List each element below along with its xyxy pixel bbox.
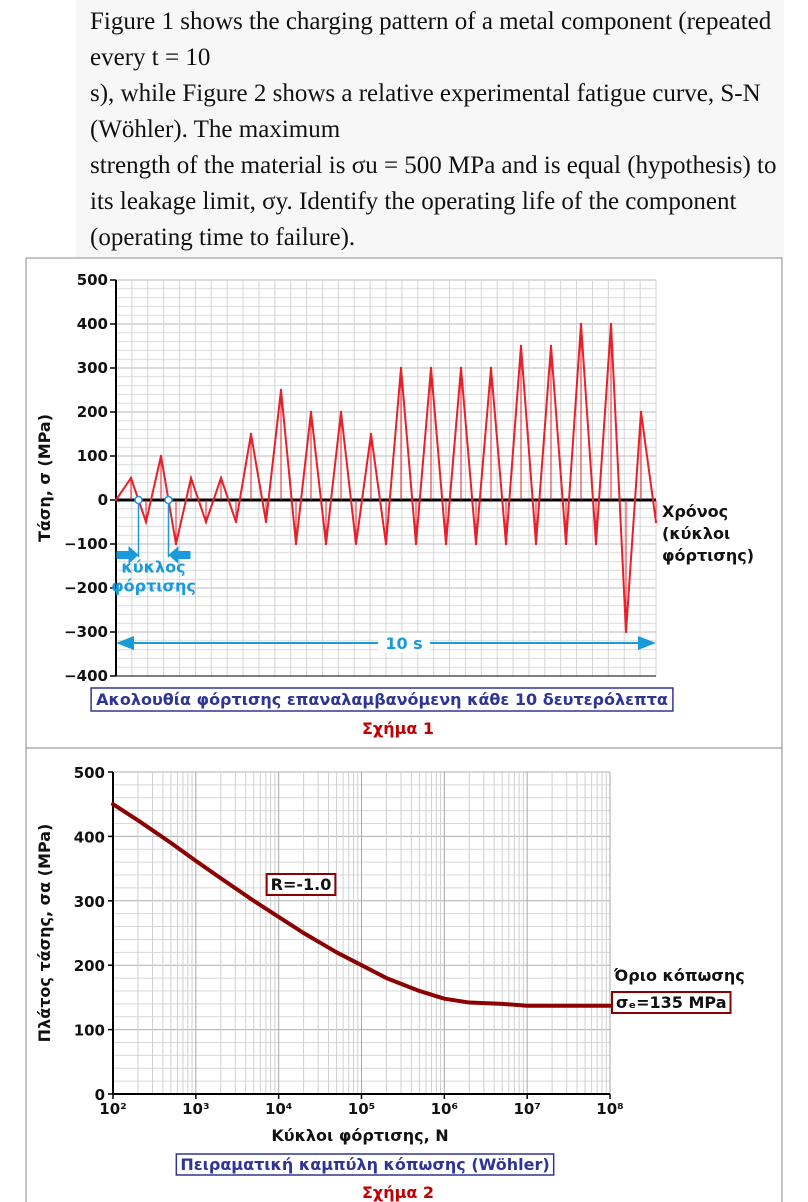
figure-1-signal-point (534, 542, 538, 546)
figure-1-signal-point (384, 542, 388, 546)
figure-1-period-label: 10 s (385, 634, 422, 653)
figure-2-x-tick-label: 10² (99, 1100, 126, 1118)
figure-1-y-axis-label: Τάση, σ (MPa) (35, 414, 54, 542)
figure-1-cycle-arrow-left (168, 546, 191, 564)
figure-1-signal-point (459, 366, 463, 370)
figure-2-x-tick-label: 10⁸ (596, 1100, 623, 1118)
figure-1-signal-point (249, 432, 253, 436)
figure-1-signal-point (429, 366, 433, 370)
figure-2-ratio-box (265, 873, 337, 896)
figure-2-label: Σχήμα 2 (362, 1183, 434, 1202)
figure-1-y-tick-label: −400 (64, 667, 108, 685)
figure-1-signal-point (174, 542, 178, 546)
figure-1-signal-point (279, 388, 283, 392)
figure-1-signal-point (654, 520, 658, 524)
figure-1-caption-box (90, 687, 674, 712)
figure-1-signal-point (339, 410, 343, 414)
figure-1-y-tick-label: −100 (64, 535, 108, 553)
figure-1-signal-point (144, 520, 148, 524)
figure-1-signal-point (294, 542, 298, 546)
figure-1-signal-point (609, 322, 613, 326)
figure-1-signal-point (354, 542, 358, 546)
figure-1-signal-point (444, 542, 448, 546)
figure-1-cycle-label: κύκλος (121, 558, 185, 577)
figure-1-signal-point (369, 432, 373, 436)
figure-2-y-tick-label: 300 (74, 893, 105, 911)
figure-2-sn-curve (111, 802, 612, 1008)
figure-2-y-tick-label: 100 (74, 1022, 105, 1040)
figure-1-signal-point (414, 542, 418, 546)
figure-1-signal-point (519, 344, 523, 348)
figure-1-period-label-bg (378, 633, 430, 653)
figure-2-x-tick-label: 10⁴ (265, 1100, 292, 1118)
figure-2-x-tick-label: 10⁵ (348, 1100, 375, 1118)
figure-1-loading-chart: 500 400 300 200 100 0 −100 −200 −300 −400 Τάση, σ … (25, 257, 783, 749)
figure-1-signal-point (129, 476, 133, 480)
figure-1-time-axis-label: Χρόνος (662, 502, 728, 521)
figure-1-y-tick-label: 100 (77, 447, 108, 465)
figure-1-signal-point (489, 366, 493, 370)
figure-1-signal-point (324, 542, 328, 546)
figure-2-y-tick-label: 200 (74, 957, 105, 975)
figure-1-signal-point (399, 366, 403, 370)
figure-1-cycle-marker (116, 495, 191, 564)
figure-1-signal-point (189, 476, 193, 480)
figure-1-signal-point (309, 410, 313, 414)
figure-1-period-arrow-left (116, 636, 134, 650)
figure-1-frame (25, 257, 783, 749)
figure-2-x-tick-label: 10⁶ (431, 1100, 458, 1118)
figure-1-y-tick-label: −300 (64, 623, 108, 641)
figure-2-x-tick-label: 10³ (182, 1100, 209, 1118)
figure-2-caption: Πειραματική καμπύλη κόπωσης (Wöhler) (180, 1155, 549, 1174)
figure-2-limit-value: σₑ=135 MPa (616, 993, 727, 1012)
figure-1-signal-point (204, 520, 208, 524)
figure-1-signal-point (579, 322, 583, 326)
figure-1-period-arrow-right (638, 636, 656, 650)
figure-1-y-tick-label: 500 (77, 271, 108, 289)
figure-2-y-tick-label: 0 (95, 1086, 105, 1104)
figure-1-signal-point (114, 498, 118, 502)
figure-2-caption-box (175, 1153, 555, 1176)
figure-1-signal-point (264, 520, 268, 524)
problem-statement-text: Figure 1 shows the charging pattern of a… (90, 8, 777, 251)
figure-1-signal-point (549, 344, 553, 348)
figure-1-signal-point (219, 476, 223, 480)
figure-1-signal-point (474, 542, 478, 546)
figure-1-y-tick-label: 400 (77, 315, 108, 333)
figure-1-caption: Ακολουθία φόρτισης επαναλαμβανόμενη κάθε… (96, 690, 668, 709)
figure-1-signal-point (564, 542, 568, 546)
figure-1-signal-point (234, 520, 238, 524)
figure-1-signal-point (624, 630, 628, 634)
figure-1-y-tick-label: −200 (64, 579, 108, 597)
figure-2-x-tick-label: 10⁷ (513, 1100, 540, 1118)
figure-1-cycle-label: φόρτισης (111, 577, 196, 596)
figure-2-y-tick-label: 400 (74, 828, 105, 846)
figure-1-signal-point (504, 542, 508, 546)
figure-1-signal-point (594, 542, 598, 546)
figure-2-y-tick-label: 500 (74, 764, 105, 782)
figure-1-label: Σχήμα 1 (362, 719, 434, 738)
figure-1-cycle-point (134, 495, 143, 505)
figure-1-y-tick-label: 0 (98, 491, 108, 509)
figure-1-cycle-arrow-right (116, 546, 139, 564)
figure-2-grid (112, 771, 611, 1095)
figure-1-time-axis-label: (κύκλοι (662, 524, 730, 543)
figure-1-signal-point (159, 454, 163, 458)
figure-2-limit-box (611, 991, 732, 1014)
figure-1-time-axis-label: φόρτισης) (662, 546, 754, 565)
figure-1-cycle-point (164, 495, 173, 505)
figure-1-signal (114, 322, 658, 634)
figure-2-x-axis-label: Κύκλοι φόρτισης, N (271, 1126, 448, 1145)
figure-1-y-tick-label: 300 (77, 359, 108, 377)
figure-2-ratio-annotation: R=-1.0 (271, 875, 332, 894)
figure-1-signal-point (639, 410, 643, 414)
figure-1-y-tick-label: 200 (77, 403, 108, 421)
figure-2-limit-title: Όριο κόπωσης (613, 966, 745, 985)
figure-2-y-axis-label: Πλάτος τάσης, σα (MPa) (35, 824, 54, 1043)
problem-statement-panel: Figure 1 shows the charging pattern of a… (76, 0, 784, 258)
